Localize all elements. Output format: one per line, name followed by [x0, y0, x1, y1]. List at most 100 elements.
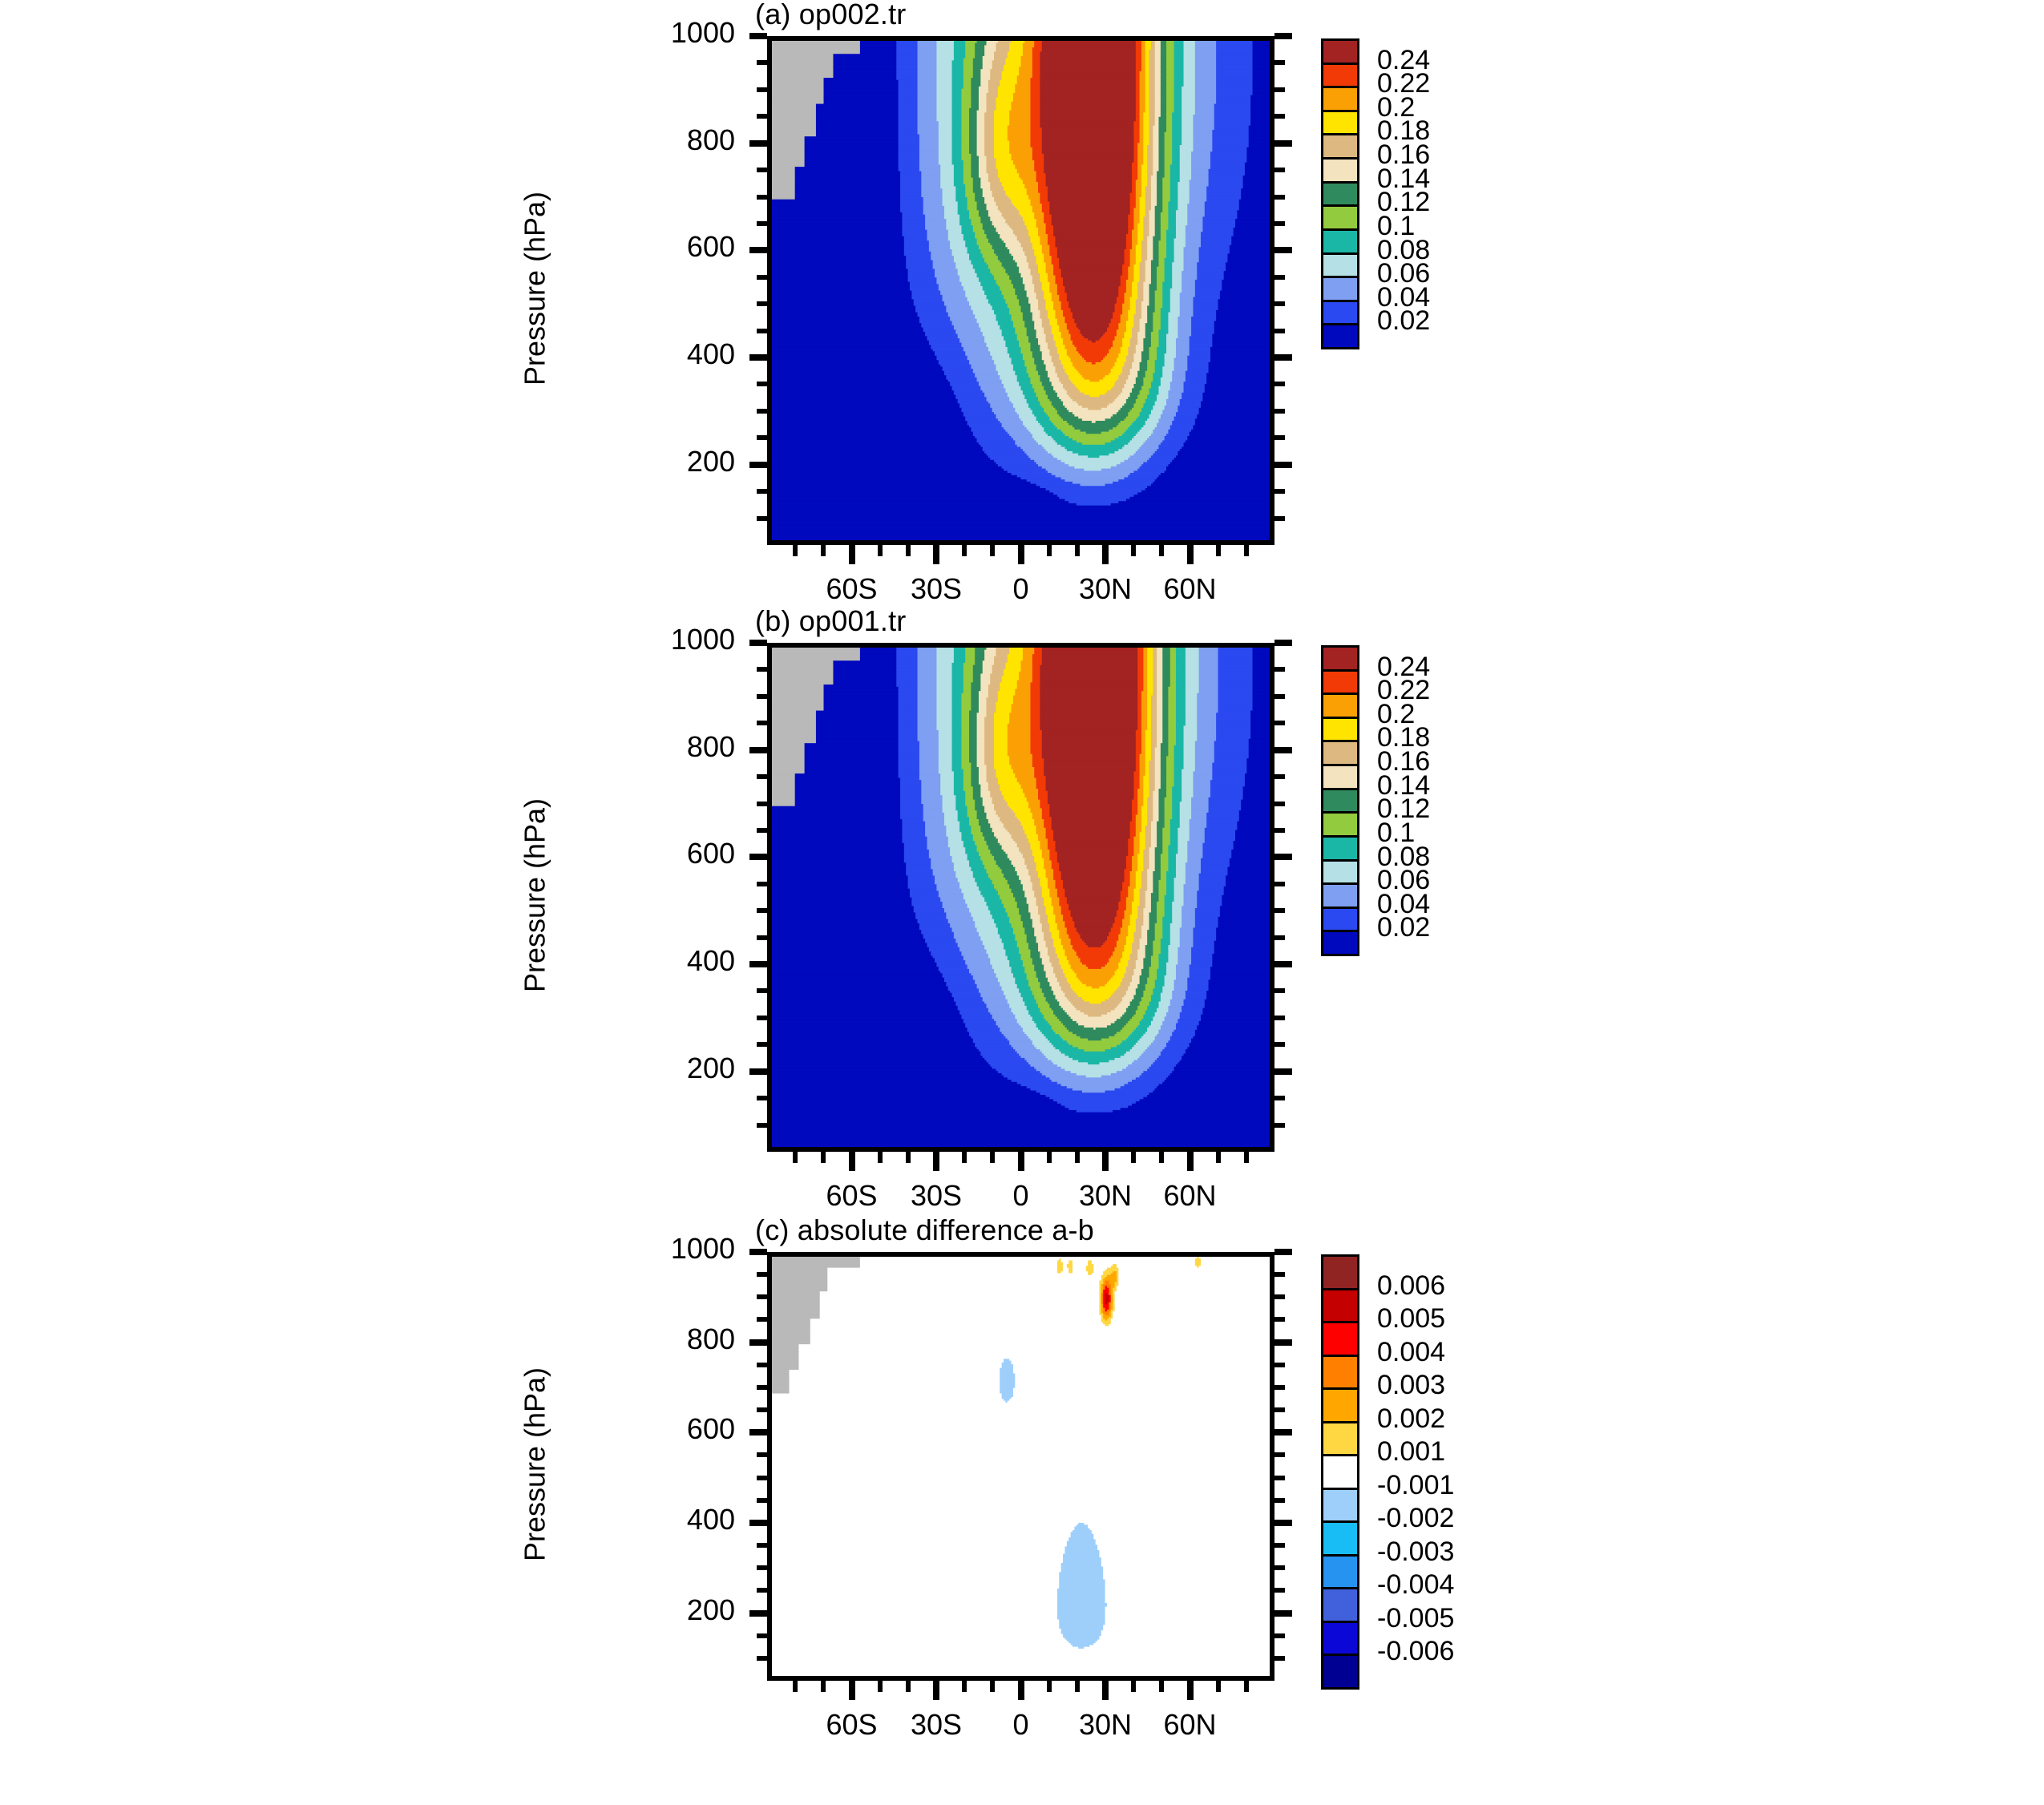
ytick-minor-c: [757, 1452, 767, 1458]
xtick-major-b-0: [848, 1152, 855, 1171]
xtick-minor-b: [1074, 1152, 1080, 1163]
plot-area-a: [767, 36, 1274, 545]
ytick-minor-b: [757, 908, 767, 914]
ytick-minor-right-c: [1274, 1272, 1285, 1278]
colorbar-label-b-1: 0.22: [1377, 675, 1431, 706]
colorbar-swatch-a-12: [1321, 323, 1359, 349]
ytick-minor-b: [757, 693, 767, 699]
colorbar-c: 0.006 0.005 0.004 0.003 0.002 0.001 -0.001 -0.0…: [1321, 1254, 1454, 1690]
colorbar-label-c-5: 0.001: [1377, 1436, 1446, 1468]
ytick-major-right-b-2: [1274, 854, 1292, 861]
colorbar-swatch-b-0: [1321, 645, 1359, 672]
xtick-minor-b: [905, 1152, 911, 1163]
colorbar-swatch-b-9: [1321, 858, 1359, 886]
colorbar-swatch-a-3: [1321, 109, 1359, 136]
colorbar-label-a-6: 0.12: [1377, 187, 1431, 218]
ytick-minor-a: [757, 60, 767, 66]
ytick-major-b-2: [749, 854, 767, 861]
ytick-label-b-1: 400: [686, 944, 735, 978]
ytick-major-right-b-4: [1274, 640, 1292, 646]
ytick-minor-right-c: [1274, 1317, 1285, 1322]
xtick-label-b-3: 30N: [1078, 1179, 1133, 1212]
colorbar-label-a-4: 0.16: [1377, 139, 1431, 171]
colorbar-label-b-8: 0.08: [1377, 841, 1431, 872]
ytick-major-b-4: [749, 640, 767, 646]
xtick-major-c-4: [1186, 1681, 1194, 1700]
colorbar-swatch-a-4: [1321, 133, 1359, 160]
ytick-minor-right-b: [1274, 988, 1285, 994]
ytick-minor-c: [757, 1317, 767, 1322]
ytick-minor-right-c: [1274, 1655, 1285, 1661]
xtick-minor-b: [1215, 1152, 1221, 1163]
panel-title-c: (c) absolute difference a-b: [755, 1213, 1094, 1246]
ytick-major-b-0: [749, 1068, 767, 1075]
colorbar-label-c-0: 0.006: [1377, 1270, 1446, 1301]
xtick-minor-a: [1074, 545, 1080, 556]
ytick-minor-right-c: [1274, 1588, 1285, 1593]
xtick-minor-b: [793, 1152, 798, 1163]
ytick-minor-a: [757, 328, 767, 333]
ytick-major-right-c-4: [1274, 1249, 1292, 1255]
colorbar-swatch-b-12: [1321, 930, 1359, 956]
ytick-minor-right-a: [1274, 301, 1285, 307]
xtick-minor-b: [1159, 1152, 1165, 1163]
ytick-minor-a: [757, 274, 767, 280]
xtick-minor-c: [1131, 1681, 1137, 1692]
ytick-minor-right-b: [1274, 881, 1285, 886]
colorbar-label-a-5: 0.14: [1377, 163, 1431, 194]
colorbar-label-c-7: -0.002: [1377, 1503, 1455, 1534]
ytick-major-right-b-0: [1274, 1068, 1292, 1075]
ytick-minor-right-b: [1274, 774, 1285, 780]
ytick-minor-b: [757, 1015, 767, 1020]
xtick-minor-a: [1215, 545, 1221, 556]
xtick-label-c-4: 60N: [1163, 1708, 1217, 1741]
ytick-minor-right-b: [1274, 827, 1285, 833]
xtick-major-a-0: [848, 545, 855, 564]
ytick-minor-right-c: [1274, 1294, 1285, 1300]
ytick-minor-c: [757, 1362, 767, 1367]
ytick-minor-right-b: [1274, 935, 1285, 940]
ytick-label-a-0: 200: [686, 444, 735, 478]
ytick-label-b-0: 200: [686, 1051, 735, 1084]
xtick-label-c-3: 30N: [1078, 1708, 1133, 1741]
xtick-major-b-2: [1017, 1152, 1024, 1171]
y-axis-label-c: Pressure (hPa): [518, 1367, 551, 1561]
ytick-minor-right-b: [1274, 1122, 1285, 1128]
panel-title-a: (a) op002.tr: [755, 0, 907, 30]
xtick-minor-a: [793, 545, 798, 556]
colorbar-label-c-4: 0.002: [1377, 1403, 1446, 1434]
ytick-minor-a: [757, 515, 767, 521]
colorbar-swatch-b-10: [1321, 882, 1359, 909]
ytick-major-right-c-0: [1274, 1609, 1292, 1617]
plot-area-b: [767, 643, 1274, 1152]
ytick-minor-b: [757, 721, 767, 726]
colorbar-label-c-9: -0.004: [1377, 1569, 1455, 1601]
xtick-minor-c: [877, 1681, 883, 1692]
colorbar-label-a-11: 0.02: [1377, 305, 1431, 337]
ytick-minor-right-b: [1274, 667, 1285, 672]
colorbar-swatch-b-7: [1321, 811, 1359, 838]
colorbar-swatch-a-1: [1321, 62, 1359, 89]
colorbar-swatch-a-2: [1321, 86, 1359, 112]
colorbar-label-c-6: -0.001: [1377, 1469, 1455, 1500]
colorbar-swatch-c-5: [1321, 1420, 1359, 1457]
ytick-minor-right-a: [1274, 60, 1285, 66]
ytick-minor-right-c: [1274, 1362, 1285, 1367]
xtick-minor-a: [962, 545, 967, 556]
colorbar-label-b-5: 0.14: [1377, 769, 1431, 801]
colorbar-label-c-1: 0.005: [1377, 1303, 1446, 1335]
colorbar-swatch-c-11: [1321, 1620, 1359, 1657]
colorbar-swatch-c-9: [1321, 1553, 1359, 1590]
ytick-minor-c: [757, 1633, 767, 1638]
ytick-minor-a: [757, 489, 767, 495]
colorbar-label-b-7: 0.1: [1377, 817, 1416, 848]
colorbar-swatch-a-11: [1321, 299, 1359, 326]
xtick-major-a-4: [1186, 545, 1194, 564]
xtick-minor-c: [905, 1681, 911, 1692]
xtick-minor-c: [793, 1681, 798, 1692]
ytick-minor-right-c: [1274, 1543, 1285, 1549]
colorbar-swatch-a-9: [1321, 252, 1359, 279]
xtick-major-b-1: [933, 1152, 939, 1171]
ytick-major-right-a-1: [1274, 354, 1292, 361]
ytick-minor-c: [757, 1543, 767, 1549]
